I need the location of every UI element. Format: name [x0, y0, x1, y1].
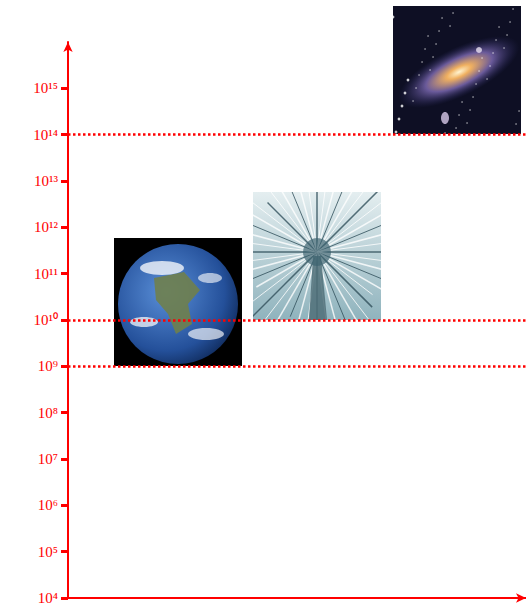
- svg-text:10⁶: 10⁶: [38, 497, 58, 513]
- svg-text:10⁸: 10⁸: [38, 405, 58, 421]
- svg-text:10¹⁴: 10¹⁴: [33, 127, 58, 143]
- svg-text:10¹²: 10¹²: [34, 219, 58, 235]
- svg-text:10⁹: 10⁹: [38, 358, 58, 374]
- svg-text:10⁷: 10⁷: [38, 451, 58, 467]
- svg-text:10¹⁰: 10¹⁰: [34, 312, 59, 328]
- svg-text:10¹⁵: 10¹⁵: [33, 80, 58, 96]
- svg-text:10⁴: 10⁴: [38, 590, 58, 606]
- svg-text:10¹³: 10¹³: [34, 173, 58, 189]
- svg-text:10⁵: 10⁵: [38, 544, 58, 560]
- svg-text:10¹¹: 10¹¹: [34, 266, 58, 282]
